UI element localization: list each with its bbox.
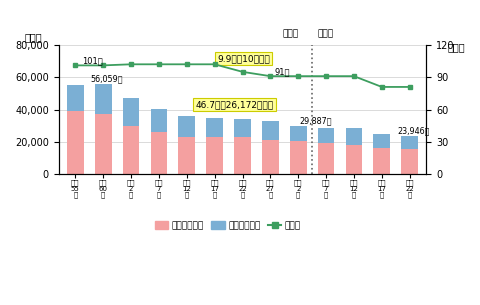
Bar — [123, 126, 139, 174]
学校数 — [128, 63, 134, 66]
Text: 101校: 101校 — [82, 56, 103, 66]
Bar — [95, 114, 111, 174]
Bar — [95, 84, 111, 114]
Y-axis label: （人）: （人） — [24, 32, 42, 42]
Bar — [234, 137, 251, 174]
Bar — [206, 137, 223, 174]
学校数 — [100, 63, 106, 67]
Bar — [206, 118, 223, 137]
Bar — [262, 121, 279, 140]
Text: 推計値: 推計値 — [318, 29, 334, 38]
Bar — [234, 119, 251, 137]
Bar — [179, 137, 195, 174]
学校数 — [72, 63, 78, 67]
学校数 — [212, 63, 217, 66]
Bar — [290, 126, 307, 141]
Line: 学校数: 学校数 — [73, 62, 412, 89]
学校数 — [156, 63, 162, 66]
学校数 — [184, 63, 190, 66]
Bar — [346, 145, 362, 174]
Bar — [401, 149, 418, 174]
学校数 — [295, 74, 301, 78]
Bar — [373, 134, 390, 148]
Text: 9.9％（10校）減: 9.9％（10校）減 — [217, 54, 270, 63]
Text: 29,887人: 29,887人 — [300, 116, 332, 125]
Bar — [179, 116, 195, 137]
学校数 — [407, 85, 413, 89]
学校数 — [351, 74, 357, 78]
Text: 実績値: 実績値 — [282, 29, 298, 38]
学校数 — [240, 70, 245, 74]
Bar — [290, 141, 307, 174]
Bar — [346, 128, 362, 145]
Bar — [67, 111, 84, 174]
学校数 — [267, 74, 273, 78]
Text: 91校: 91校 — [275, 67, 290, 76]
Bar — [151, 132, 167, 174]
Text: 23,946人: 23,946人 — [397, 126, 430, 135]
学校数 — [323, 74, 329, 78]
Bar — [318, 142, 335, 174]
Legend: 小学校児童数, 中学校生徒数, 学校数: 小学校児童数, 中学校生徒数, 学校数 — [151, 217, 305, 234]
Bar — [401, 135, 418, 149]
Bar — [373, 148, 390, 174]
Text: 46.7％（26,172人）減: 46.7％（26,172人）減 — [195, 100, 273, 109]
Bar — [262, 140, 279, 174]
Y-axis label: （校）: （校） — [447, 42, 465, 52]
Bar — [318, 127, 335, 142]
学校数 — [379, 85, 385, 89]
Bar — [123, 98, 139, 126]
Bar — [67, 85, 84, 111]
Bar — [151, 109, 167, 132]
Text: 56,059人: 56,059人 — [91, 74, 123, 83]
